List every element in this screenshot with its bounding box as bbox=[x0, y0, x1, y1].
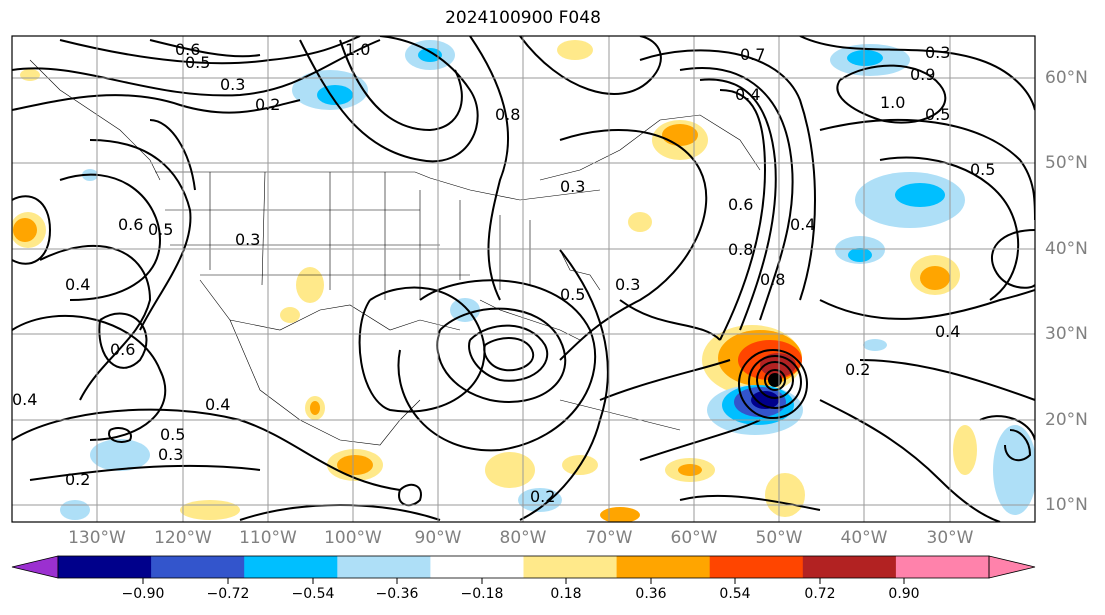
contour-label: 0.4 bbox=[790, 215, 815, 234]
contour-label: 0.7 bbox=[740, 45, 765, 64]
contour-label: 1.0 bbox=[880, 93, 905, 112]
contour-label: 0.4 bbox=[735, 85, 760, 104]
contour-label: 0.3 bbox=[158, 445, 183, 464]
colorbar-tick-label: 0.90 bbox=[888, 586, 920, 602]
lat-label-40n: 40°N bbox=[1045, 239, 1088, 259]
contour-label: 0.2 bbox=[845, 360, 870, 379]
lon-label-70w: 70°W bbox=[585, 528, 633, 548]
colorbar-segment bbox=[709, 556, 804, 578]
map-frame bbox=[11, 35, 1036, 523]
lon-label-60w: 60°W bbox=[670, 528, 718, 548]
contour-label: 0.6 bbox=[175, 40, 200, 59]
contour-label: 0.9 bbox=[910, 65, 935, 84]
colorbar-segment bbox=[58, 556, 152, 578]
colorbar-segment bbox=[430, 556, 524, 578]
contour-label: 1.0 bbox=[345, 40, 370, 59]
contour-label: 0.3 bbox=[235, 230, 260, 249]
contour-label: 0.4 bbox=[205, 395, 230, 414]
colorbar-tick-label: 0.72 bbox=[804, 586, 836, 602]
colorbar-tick-label: −0.36 bbox=[375, 586, 419, 602]
colorbar-segment bbox=[523, 556, 618, 578]
contour-label: 0.3 bbox=[560, 177, 585, 196]
contour-label: 0.6 bbox=[110, 340, 135, 359]
colorbar-segment bbox=[337, 556, 431, 578]
colorbar-extend-min bbox=[11, 555, 59, 579]
colorbar-segment bbox=[802, 556, 897, 578]
contour-label: 0.5 bbox=[970, 160, 995, 179]
contour-label: 0.5 bbox=[925, 105, 950, 124]
lon-label-40w: 40°W bbox=[840, 528, 888, 548]
lon-label-80w: 80°W bbox=[499, 528, 547, 548]
contour-label: 0.5 bbox=[148, 220, 173, 239]
lat-label-30n: 30°N bbox=[1045, 324, 1088, 344]
contour-label: 0.4 bbox=[65, 275, 90, 294]
contour-label: 0.2 bbox=[530, 487, 555, 506]
contour-label: 0.4 bbox=[12, 390, 37, 409]
colorbar-frame bbox=[57, 555, 990, 579]
contour-label: 0.5 bbox=[185, 53, 210, 72]
lon-label-110w: 110°W bbox=[239, 528, 297, 548]
contour-label: 0.8 bbox=[728, 240, 753, 259]
contour-label: 0.8 bbox=[495, 105, 520, 124]
lon-label-130w: 130°W bbox=[68, 528, 126, 548]
contour-label: 0.3 bbox=[220, 75, 245, 94]
colorbar-segment bbox=[151, 556, 245, 578]
lon-label-120w: 120°W bbox=[154, 528, 212, 548]
lon-label-100w: 100°W bbox=[324, 528, 382, 548]
contour-label: 0.5 bbox=[560, 285, 585, 304]
colorbar-ticks bbox=[142, 578, 905, 584]
graticule bbox=[12, 36, 1035, 522]
contour-label: 0.3 bbox=[615, 275, 640, 294]
lat-label-10n: 10°N bbox=[1045, 495, 1088, 515]
colorbar-tick-label: 0.54 bbox=[719, 586, 751, 602]
contour-label: 0.6 bbox=[728, 195, 753, 214]
lat-label-50n: 50°N bbox=[1045, 153, 1088, 173]
contour-label: 0.2 bbox=[255, 95, 280, 114]
lon-label-90w: 90°W bbox=[414, 528, 462, 548]
colorbar-tick-label: −0.90 bbox=[121, 586, 165, 602]
colorbar-tick-label: 0.18 bbox=[550, 586, 582, 602]
colorbar-tick-label: 0.36 bbox=[635, 586, 667, 602]
colorbar-segments bbox=[11, 555, 1036, 579]
contour-label: 0.6 bbox=[118, 215, 143, 234]
colorbar-segment bbox=[244, 556, 338, 578]
contour-label: 0.2 bbox=[65, 470, 90, 489]
hurricane-contours bbox=[738, 349, 808, 419]
contour-label: 0.8 bbox=[760, 270, 785, 289]
contour-label: 0.4 bbox=[935, 322, 960, 341]
lat-label-20n: 20°N bbox=[1045, 410, 1088, 430]
lat-label-60n: 60°N bbox=[1045, 68, 1088, 88]
colorbar-extend-max bbox=[988, 555, 1036, 579]
colorbar-segment bbox=[616, 556, 711, 578]
colorbar-segment bbox=[895, 556, 989, 578]
colorbar-tick-label: −0.18 bbox=[460, 586, 504, 602]
map-title: 2024100900 F048 bbox=[445, 8, 601, 28]
lon-label-50w: 50°W bbox=[755, 528, 803, 548]
contour-label: 0.3 bbox=[925, 43, 950, 62]
colorbar-tick-label: −0.54 bbox=[291, 586, 335, 602]
contour-label-group: 0.6 0.5 0.3 0.2 1.0 0.8 0.7 0.4 0.3 0.9 … bbox=[12, 40, 995, 506]
contour-label: 0.5 bbox=[160, 425, 185, 444]
lon-label-30w: 30°W bbox=[926, 528, 974, 548]
colorbar-tick-label: −0.72 bbox=[206, 586, 250, 602]
